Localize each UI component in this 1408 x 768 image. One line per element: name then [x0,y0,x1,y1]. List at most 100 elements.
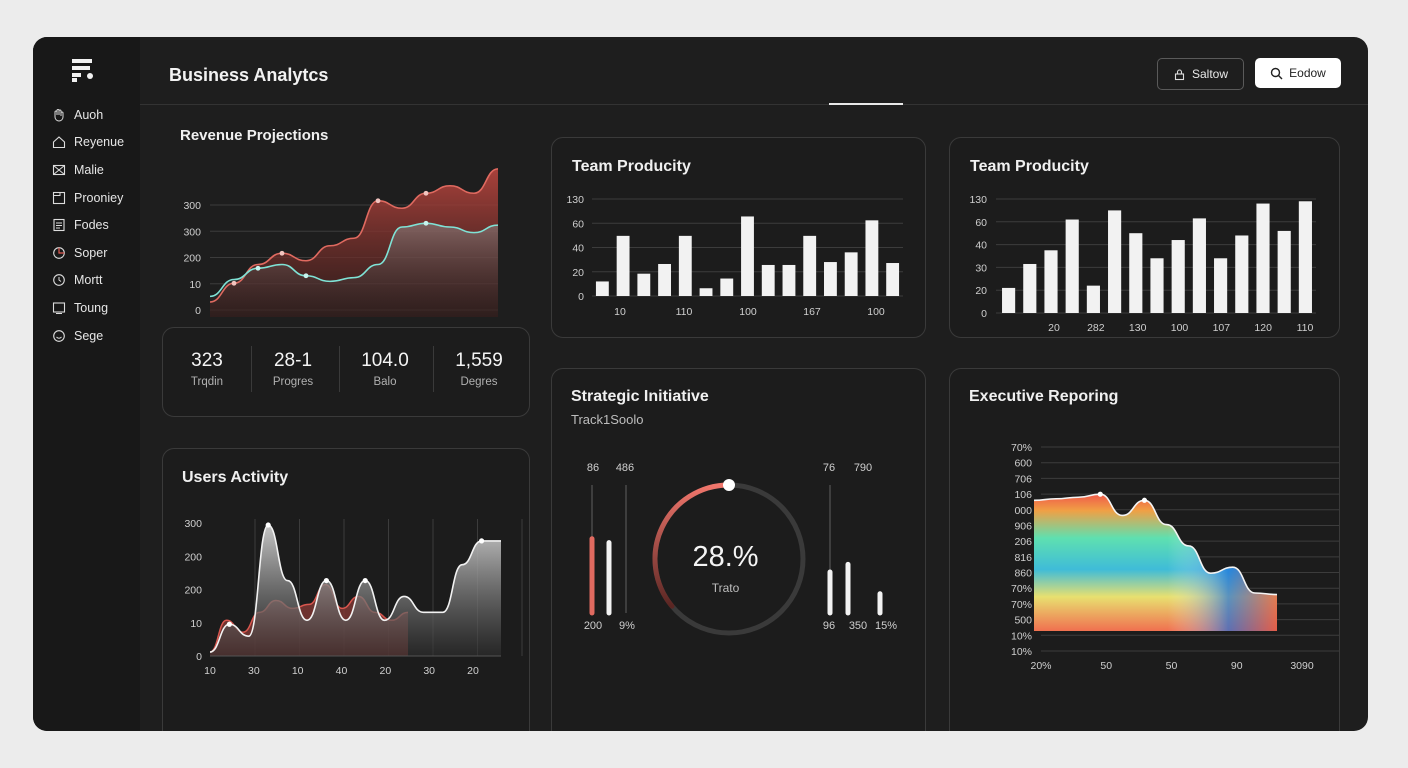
bar [1171,240,1185,313]
pie-icon [51,245,66,260]
sidebar-item-malie[interactable]: Malie [51,156,124,184]
x-tick-label: 30 [248,665,260,677]
home-icon [51,135,66,150]
y-tick-label: 0 [981,308,987,320]
sidebar-item-fodes[interactable]: Fodes [51,211,124,239]
clock-icon [51,273,66,288]
sidebar-item-sege[interactable]: Sege [51,322,124,350]
bar [1002,287,1016,313]
sidebar-item-label: Fodes [74,218,109,233]
app-window: Auoh Reyenue Malie Prooniey Fodes Soper [33,37,1368,731]
bar-top-label: 790 [854,462,872,474]
bar-bottom-label: 350 [849,620,867,632]
y-tick-label: 500 [1014,615,1032,627]
gauge-value: 28.% [692,541,759,573]
data-point [323,577,329,584]
x-tick-label: 100 [1171,322,1189,334]
bar [844,252,858,296]
data-point [231,280,237,286]
bar [1023,263,1037,313]
stat-divider [433,346,434,392]
y-tick-label: 200 [184,585,202,597]
x-tick-label: 282 [1087,322,1105,334]
hand-icon [51,107,66,122]
sidebar: Auoh Reyenue Malie Prooniey Fodes Soper [33,37,140,731]
document-icon [51,218,66,233]
logo-icon[interactable] [69,57,97,85]
sidebar-item-prooniey[interactable]: Prooniey [51,184,124,212]
series-line [209,168,499,303]
sidebar-item-label: Soper [74,245,108,260]
x-tick-label: 20 [379,665,391,677]
y-tick-label: 300 [184,518,202,530]
series-line [209,524,501,653]
y-tick-label: 60 [572,218,584,230]
active-tab-indicator[interactable] [829,103,903,105]
y-tick-label: 106 [1014,489,1032,501]
saltow-button-label: Saltow [1191,67,1229,81]
header-divider [140,104,1368,105]
bar [865,220,879,296]
x-tick-label: 100 [867,306,885,318]
data-point [423,220,429,226]
x-tick-label: 107 [1213,322,1231,334]
bar-bottom-label: 200 [584,620,602,632]
smile-icon [51,328,66,343]
x-tick-label: 20 [467,665,479,677]
bar [595,281,609,296]
team-producity-card-2: Team Producity 130 60 40 30 20 0 20 282 130 100 10… [949,137,1340,338]
stat-label: Balo [373,376,397,388]
bar-bottom-label: 15% [875,620,897,632]
sidebar-item-label: Reyenue [74,135,125,150]
sidebar-item-reyenue[interactable]: Reyenue [51,129,124,157]
data-point [303,273,309,279]
y-tick-label: 10 [190,618,202,630]
executive-reporing-card: Executive Reporing 70% 600 706 106 000 906 206… [949,368,1340,731]
users-activity-card: Users Activity 300 200 200 10 0 10 30 10 40 20 30 2… [162,448,530,731]
y-tick-label: 10% [1011,630,1032,642]
data-point [423,190,429,196]
bar [1277,230,1291,313]
sidebar-item-soper[interactable]: Soper [51,239,124,267]
y-tick-label: 206 [1014,536,1032,548]
revenue-projections-panel: Revenue Projections 300 300 200 10 0 [170,117,515,317]
y-tick-label: 20 [975,285,987,297]
y-tick-label: 000 [1014,505,1032,517]
bar-top-label: 76 [823,462,835,474]
y-tick-label: 40 [975,240,987,252]
page-title: Business Analytcs [169,65,329,85]
x-tick-label: 20 [1048,322,1060,334]
x-tick-label: 50 [1166,660,1178,672]
data-point [362,577,368,584]
bar-top-label: 486 [616,462,634,474]
stat-value: 323 [191,350,223,371]
saltow-button[interactable]: Saltow [1157,58,1244,90]
gauge-handle [723,479,735,491]
bar [803,235,817,296]
bar [1256,203,1270,313]
eodow-button-label: Eodow [1289,66,1326,80]
y-tick-label: 600 [1014,458,1032,470]
eodow-button[interactable]: Eodow [1255,58,1341,88]
y-tick-label: 200 [184,551,202,563]
chart-title: Team Producity [572,158,691,175]
y-tick-label: 10% [1011,646,1032,658]
stat-label: Trqdin [190,376,224,388]
executive-reporing-chart: 70% 600 706 106 000 906 206 816 860 70% 70% 500 10% 1… [1011,442,1339,672]
series-area [210,525,501,656]
sidebar-item-auoh[interactable]: Auoh [51,101,124,129]
y-tick-label: 60 [975,217,987,229]
y-tick-label: 200 [183,253,201,265]
bar [761,264,775,296]
x-tick-label: 167 [803,306,821,318]
stat-label: Progres [272,376,314,388]
team-producity-card-1: Team Producity 130 60 40 20 0 10 110 100 167 100 [551,137,926,338]
stat-degres: 1,559 Degres [444,350,514,388]
sidebar-item-toung[interactable]: Toung [51,294,124,322]
bar [1065,219,1079,313]
sidebar-item-mortt[interactable]: Mortt [51,267,124,295]
bar [1214,258,1228,313]
y-tick-label: 70% [1011,583,1032,595]
y-tick-label: 706 [1014,473,1032,485]
